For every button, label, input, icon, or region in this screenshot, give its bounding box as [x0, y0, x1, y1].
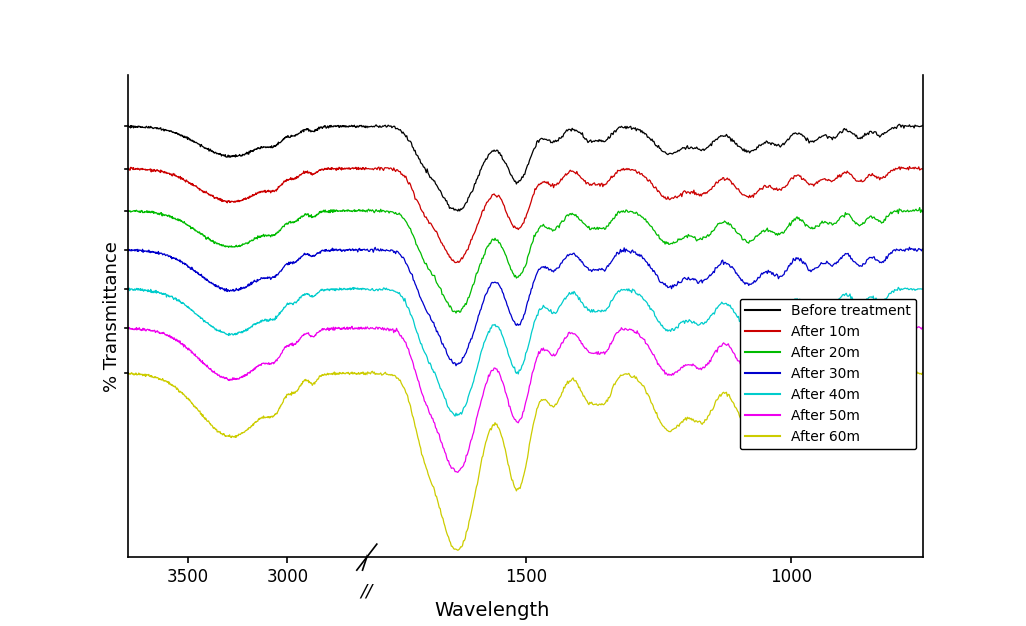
Text: Wavelength: Wavelength — [435, 601, 550, 620]
Legend: Before treatment, After 10m, After 20m, After 30m, After 40m, After 50m, After 6: Before treatment, After 10m, After 20m, … — [740, 299, 916, 449]
Text: //: // — [361, 582, 372, 600]
Y-axis label: % Transmittance: % Transmittance — [104, 240, 121, 392]
